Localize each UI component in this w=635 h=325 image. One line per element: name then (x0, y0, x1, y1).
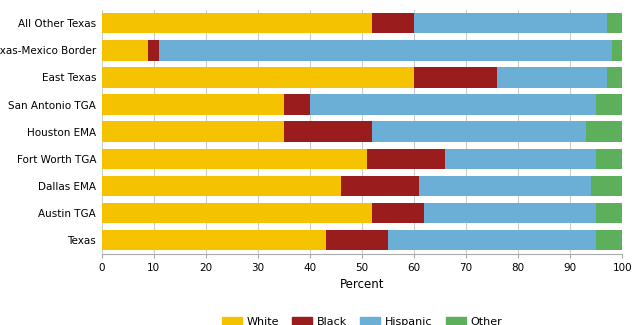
Bar (341, 176, 419, 196)
Bar (102, 230, 326, 250)
Bar (149, 40, 159, 60)
Bar (414, 13, 606, 33)
Bar (284, 94, 310, 115)
Bar (102, 203, 372, 223)
Bar (102, 122, 284, 142)
Bar (367, 149, 445, 169)
Bar (326, 230, 388, 250)
Bar (612, 40, 622, 60)
Bar (419, 176, 591, 196)
Bar (372, 203, 424, 223)
Bar (388, 230, 596, 250)
Bar (372, 13, 414, 33)
Bar (414, 67, 497, 88)
Bar (596, 149, 622, 169)
Bar (372, 122, 586, 142)
Bar (102, 40, 149, 60)
Bar (586, 122, 622, 142)
Bar (596, 203, 622, 223)
Bar (102, 176, 341, 196)
Bar (284, 122, 372, 142)
Bar (310, 94, 596, 115)
Bar (591, 176, 622, 196)
Bar (102, 67, 414, 88)
Bar (445, 149, 596, 169)
Bar (102, 13, 372, 33)
Bar (596, 230, 622, 250)
Bar (497, 67, 606, 88)
Bar (102, 94, 284, 115)
Bar (606, 67, 622, 88)
Bar (424, 203, 596, 223)
X-axis label: Percent: Percent (340, 278, 384, 291)
Bar (606, 13, 622, 33)
Bar (102, 149, 367, 169)
Legend: White, Black, Hispanic, Other: White, Black, Hispanic, Other (218, 313, 506, 325)
Bar (159, 40, 612, 60)
Bar (596, 94, 622, 115)
